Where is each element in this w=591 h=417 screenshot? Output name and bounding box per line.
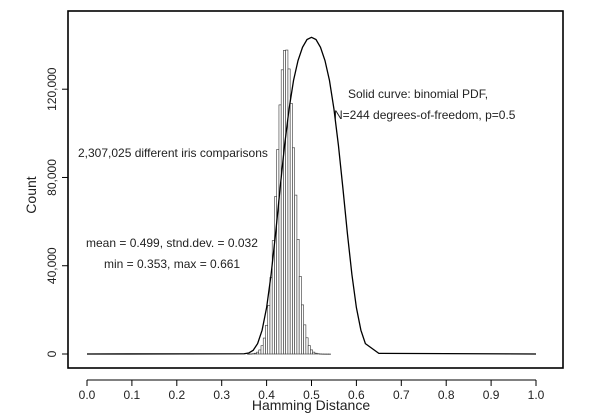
histogram-bar <box>294 194 298 355</box>
binomial-pdf-curve <box>86 36 537 355</box>
x-tick-label: 0.5 <box>303 388 320 402</box>
histogram-bar <box>314 352 318 355</box>
plot-frame <box>67 10 564 369</box>
histogram-bar <box>301 304 304 355</box>
x-tick-label: 0.9 <box>483 388 500 402</box>
annotation-comparisons: 2,307,025 different iris comparisons <box>78 146 268 160</box>
x-tick-label: 0.1 <box>124 388 141 402</box>
histogram-bar <box>283 50 286 355</box>
histogram-bars <box>247 49 331 355</box>
x-tick-label: 0.4 <box>258 388 275 402</box>
histogram-bar <box>305 337 309 355</box>
histogram-bar <box>253 352 257 355</box>
annotation-curve-title: Solid curve: binomial PDF, <box>348 87 488 101</box>
x-tick-label: 0.8 <box>438 388 455 402</box>
x-tick-label: 0.7 <box>393 388 410 402</box>
histogram-bar <box>258 349 262 355</box>
histogram-bar <box>296 239 300 355</box>
histogram-bar <box>276 149 280 355</box>
x-axis-label: Hamming Distance <box>252 397 370 413</box>
histogram-bar <box>265 324 269 355</box>
histogram-bar <box>292 147 295 355</box>
annotation-min-max: min = 0.353, max = 0.661 <box>104 257 240 271</box>
histogram-bar <box>278 104 282 355</box>
histogram-bar <box>310 349 313 355</box>
histogram-bar <box>307 345 311 355</box>
histogram-bar <box>267 305 271 355</box>
histogram-bar <box>285 49 289 355</box>
x-tick-label: 0.3 <box>213 388 230 402</box>
histogram-bar <box>312 351 316 355</box>
axes: 0.0 0.1 0.2 0.3 0.4 0.5 0.6 0.7 0.8 0.9 1.0 0 40,000… <box>45 67 545 402</box>
histogram-bar <box>280 69 284 355</box>
x-tick-label: 0.0 <box>79 388 96 402</box>
x-tick-label: 0.2 <box>168 388 185 402</box>
y-tick-label: 0 <box>45 350 59 357</box>
x-tick-label: 0.6 <box>348 388 365 402</box>
y-tick-label: 80,000 <box>45 159 59 196</box>
y-tick-label: 120,000 <box>45 67 59 111</box>
histogram-bar <box>269 277 273 355</box>
histogram-bar <box>289 103 293 355</box>
histogram-bar <box>303 324 307 355</box>
y-axis-label: Count <box>23 176 39 213</box>
annotation-degrees-of-freedom: N=244 degrees-of-freedom, p=0.5 <box>334 108 516 122</box>
histogram-bar <box>298 276 302 355</box>
histogram-bar <box>256 351 260 355</box>
histogram-bar <box>262 337 266 355</box>
annotation-mean-stddev: mean = 0.499, stnd.dev. = 0.032 <box>86 236 258 250</box>
histogram-bar <box>260 345 264 355</box>
x-tick-label: 1.0 <box>528 388 545 402</box>
y-tick-label: 40,000 <box>45 247 59 284</box>
